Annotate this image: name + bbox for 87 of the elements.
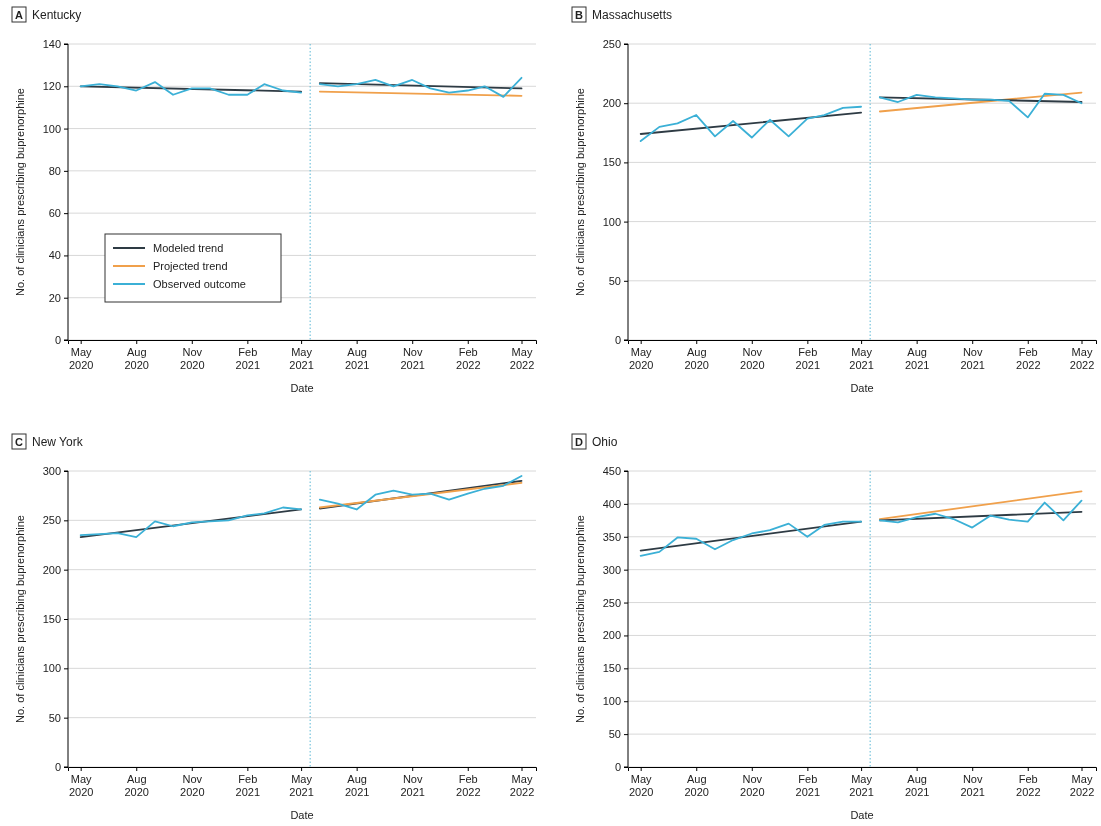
y-tick-label: 40 (48, 249, 61, 262)
x-tick-label: Nov 2020 (740, 346, 765, 371)
x-tick-label: Aug 2021 (344, 346, 370, 371)
y-tick-label: 60 (48, 207, 61, 220)
legend-label: Observed outcome (153, 278, 246, 290)
chart-title: C New York (15, 435, 84, 449)
x-tick-label: Aug 2021 (904, 346, 930, 371)
x-tick-label: Nov 2021 (960, 773, 985, 798)
y-tick-label: 80 (48, 164, 61, 177)
x-axis-title: Date (290, 809, 314, 821)
y-tick-label: 250 (602, 38, 621, 51)
x-tick-label: Nov 2020 (180, 773, 205, 798)
y-tick-label: 200 (602, 629, 621, 642)
x-tick-label: Aug 2020 (684, 773, 709, 798)
y-tick-label: 50 (608, 728, 621, 741)
y-tick-label: 140 (42, 38, 61, 51)
x-tick-label: Feb 2022 (456, 773, 481, 798)
y-tick-label: 50 (608, 274, 621, 287)
x-tick-label: May 2022 (1069, 346, 1095, 371)
y-axis-title: No. of clinicians prescribing buprenorphine (14, 515, 26, 723)
x-tick-label: Aug 2020 (684, 346, 709, 371)
x-tick-label: May 2021 (849, 346, 874, 371)
x-tick-label: Feb 2022 (456, 346, 481, 371)
chart-title: D Ohio (575, 435, 618, 449)
line-series (639, 105, 862, 142)
y-tick-label: 300 (42, 465, 61, 478)
y-axis-title: No. of clinicians prescribing buprenorphine (574, 515, 586, 723)
y-tick-label: 150 (42, 613, 61, 626)
y-tick-label: 150 (602, 662, 621, 675)
y-tick-label: 20 (48, 291, 61, 304)
chart-title: A Kentucky (15, 8, 82, 22)
legend-label: Modeled trend (153, 242, 224, 254)
x-axis-title: Date (850, 809, 874, 821)
x-tick-label: Nov 2021 (960, 346, 985, 371)
x-tick-label: Nov 2020 (180, 346, 205, 371)
x-tick-label: Aug 2020 (124, 773, 149, 798)
y-tick-label: 100 (602, 215, 621, 228)
x-tick-label: Aug 2020 (124, 346, 149, 371)
y-tick-label: 120 (42, 80, 61, 93)
y-tick-label: 250 (42, 514, 61, 527)
x-tick-label: May 2022 (509, 346, 535, 371)
x-tick-label: Aug 2021 (344, 773, 370, 798)
x-tick-label: May 2022 (509, 773, 535, 798)
x-tick-label: Aug 2021 (904, 773, 930, 798)
y-tick-label: 200 (42, 563, 61, 576)
y-tick-label: 150 (602, 156, 621, 169)
x-tick-label: Feb 2021 (795, 346, 821, 371)
x-tick-label: May 2020 (68, 346, 94, 371)
y-tick-label: 300 (602, 563, 621, 576)
line-series (318, 76, 523, 98)
x-tick-label: Nov 2020 (740, 773, 765, 798)
x-tick-label: May 2021 (289, 346, 314, 371)
x-tick-label: May 2020 (68, 773, 94, 798)
x-tick-label: May 2021 (289, 773, 314, 798)
x-tick-label: Feb 2021 (235, 346, 261, 371)
x-tick-label: May 2020 (628, 346, 654, 371)
x-axis-title: Date (850, 382, 874, 394)
x-tick-label: Feb 2022 (1016, 773, 1041, 798)
y-tick-label: 400 (602, 497, 621, 510)
y-tick-label: 0 (614, 761, 621, 774)
y-tick-label: 0 (54, 761, 61, 774)
y-tick-label: 50 (48, 711, 61, 724)
y-axis-title: No. of clinicians prescribing buprenorphine (574, 88, 586, 296)
x-tick-label: May 2020 (628, 773, 654, 798)
x-tick-label: Feb 2021 (795, 773, 821, 798)
x-tick-label: Nov 2021 (400, 346, 425, 371)
x-tick-label: May 2021 (849, 773, 874, 798)
legend-label: Projected trend (153, 260, 228, 272)
y-tick-label: 0 (54, 334, 61, 347)
y-tick-label: 0 (614, 334, 621, 347)
y-tick-label: 250 (602, 596, 621, 609)
line-series (79, 81, 302, 96)
y-tick-label: 200 (602, 97, 621, 110)
y-axis-title: No. of clinicians prescribing buprenorphine (14, 88, 26, 296)
x-tick-label: May 2022 (1069, 773, 1095, 798)
line-series (878, 499, 1083, 529)
x-tick-label: Nov 2021 (400, 773, 425, 798)
y-tick-label: 450 (602, 465, 621, 478)
x-tick-label: Feb 2022 (1016, 346, 1041, 371)
y-tick-label: 100 (42, 662, 61, 675)
x-tick-label: Feb 2021 (235, 773, 261, 798)
line-series (878, 92, 1083, 119)
y-tick-label: 100 (602, 695, 621, 708)
x-axis-title: Date (290, 382, 314, 394)
chart-title: B Massachusetts (575, 8, 673, 22)
y-tick-label: 350 (602, 530, 621, 543)
y-tick-label: 100 (42, 122, 61, 135)
